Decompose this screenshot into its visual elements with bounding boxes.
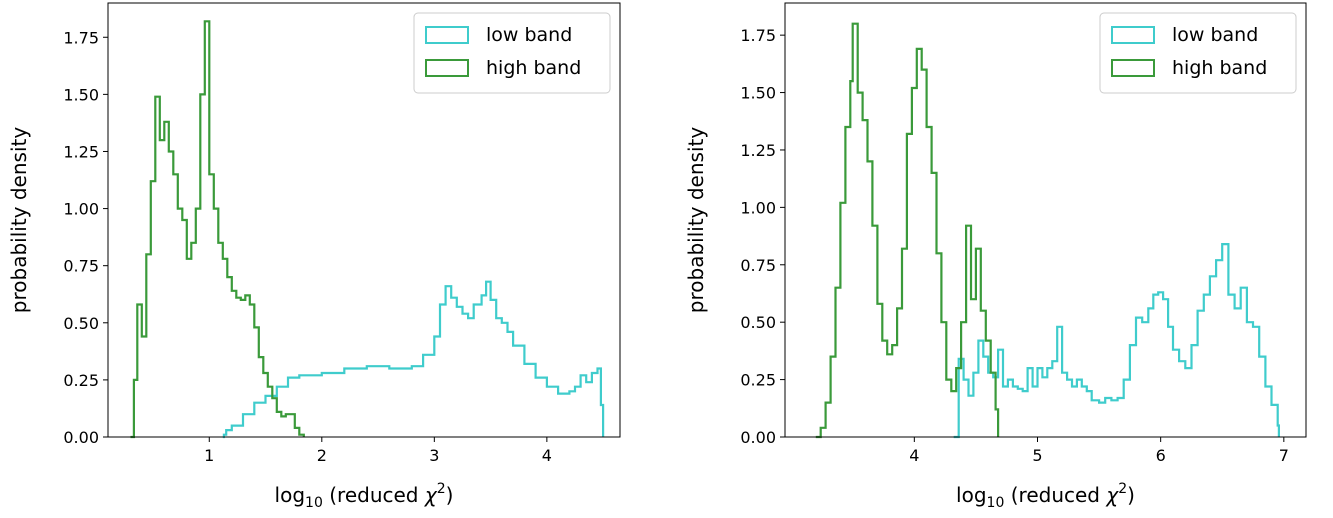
legend-swatch-low-band (425, 26, 469, 44)
x-axis-label-log: log (956, 483, 987, 507)
y-tick-label: 0.75 (63, 257, 99, 276)
x-axis-label-log: log (275, 483, 306, 507)
legend-label-high-band: high band (486, 57, 581, 79)
y-tick-label: 1.00 (740, 198, 776, 217)
x-axis-label-text: (reduced (323, 483, 425, 507)
x-axis-label-subscript: 10 (987, 495, 1005, 511)
y-tick-label: 0.25 (740, 371, 776, 390)
x-axis-label-superscript: 2 (437, 481, 446, 497)
y-tick-label: 0.00 (740, 428, 776, 447)
x-axis-label-superscript: 2 (1118, 481, 1127, 497)
y-tick-label: 1.50 (63, 85, 99, 104)
legend-swatch-low-band (1111, 26, 1155, 44)
series-high-band-line (815, 22, 1000, 439)
x-tick-label: 2 (317, 446, 327, 465)
series-low-band-line (222, 280, 605, 439)
x-axis-label-text: (reduced (1004, 483, 1106, 507)
legend: low band high band (1099, 12, 1297, 94)
x-tick-label: 1 (204, 446, 214, 465)
x-tick-label: 7 (1279, 446, 1289, 465)
plot-frame (784, 2, 1307, 438)
left-histogram-panel: 1 2 3 4 0.00 0.25 0.50 0.75 1.00 1.25 1.50 1.75 log1… (7, 2, 621, 511)
x-tick-label: 4 (909, 446, 919, 465)
legend-label-low-band: low band (1172, 24, 1258, 46)
x-axis-label-close: ) (446, 483, 454, 507)
y-axis-label: probability density (684, 127, 708, 314)
y-tick-label: 0.00 (63, 428, 99, 447)
y-tick-label: 0.50 (63, 314, 99, 333)
y-tick-label: 0.75 (740, 256, 776, 275)
y-tick-label: 1.25 (740, 141, 776, 160)
plot-frame (107, 2, 621, 438)
y-tick-label: 1.75 (63, 28, 99, 47)
x-tick-label: 4 (542, 446, 552, 465)
series-high-band-line (130, 20, 305, 439)
legend-box (413, 12, 611, 94)
x-axis-label: log10 (reduced χ2) (956, 481, 1135, 511)
y-tick-label: 1.00 (63, 200, 99, 219)
y-tick-label: 0.50 (740, 313, 776, 332)
legend-label-high-band: high band (1172, 57, 1267, 79)
legend-swatch-high-band (1111, 59, 1155, 77)
x-axis-label-subscript: 10 (305, 495, 323, 511)
legend-label-low-band: low band (486, 24, 572, 46)
x-axis-label-close: ) (1127, 483, 1135, 507)
legend-swatch-high-band (425, 59, 469, 77)
legend-box (1099, 12, 1297, 94)
y-tick-label: 1.25 (63, 142, 99, 161)
x-tick-label: 6 (1156, 446, 1166, 465)
y-axis-label: probability density (7, 127, 31, 314)
y-tick-label: 0.25 (63, 371, 99, 390)
x-tick-label: 5 (1032, 446, 1042, 465)
x-tick-label: 3 (429, 446, 439, 465)
series-low-band-line (953, 243, 1280, 439)
legend: low band high band (413, 12, 611, 94)
y-tick-label: 1.75 (740, 26, 776, 45)
right-histogram-panel: 4 5 6 7 0.00 0.25 0.50 0.75 1.00 1.25 1.50 1.75 log1… (684, 2, 1307, 511)
x-axis-label-chi: χ (424, 483, 438, 507)
y-tick-label: 1.50 (740, 84, 776, 103)
x-axis-label: log10 (reduced χ2) (275, 481, 454, 511)
x-axis-label-chi: χ (1105, 483, 1119, 507)
